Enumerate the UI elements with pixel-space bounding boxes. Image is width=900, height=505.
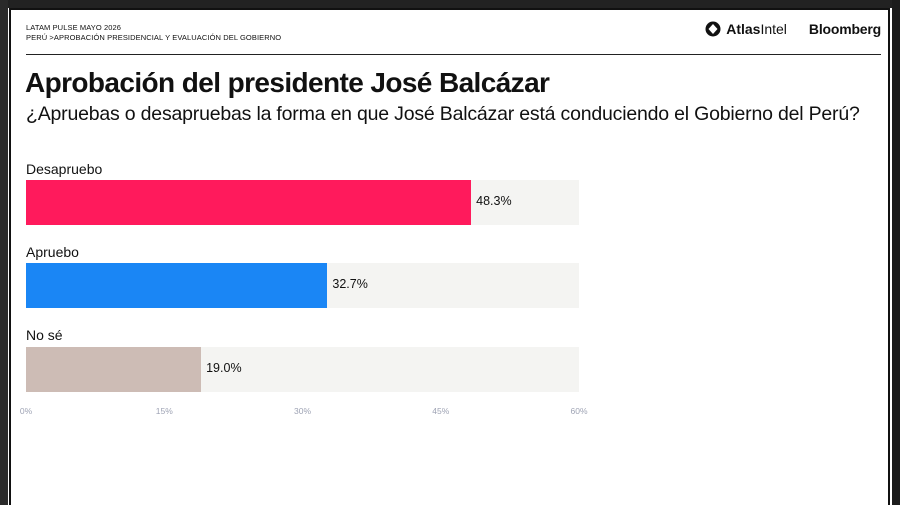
chart-title: Aprobación del presidente José Balcázar [25,67,550,98]
atlasintel-logo: Atlas Intel [705,21,787,37]
brand-logos: Atlas Intel Bloomberg [705,21,881,37]
bar [26,347,202,392]
right-edge-shadow [892,0,900,505]
atlas-wordmark: Atlas [726,21,761,37]
category-label: Desapruebo [26,161,103,177]
header-meta: LATAM PULSE MAYO 2026 PERÚ >APROBACIÓN P… [26,23,281,43]
x-tick-label: 30% [293,406,312,416]
left-edge-shadow [0,0,8,505]
bar-value-label: 48.3% [476,194,512,208]
survey-name: LATAM PULSE MAYO 2026 [26,23,122,32]
x-tick-label: 45% [432,406,450,416]
bar-track: 48.3% [26,180,579,225]
bar-track: 32.7% [26,263,579,308]
atlasintel-mark-icon [705,21,721,37]
chart-frame [9,8,890,505]
x-tick-label: 0% [19,406,33,416]
bar [26,263,328,308]
bar-track: 19.0% [26,347,579,392]
breadcrumb: PERÚ >APROBACIÓN PRESIDENCIAL Y EVALUACI… [26,33,282,42]
bar [26,180,472,225]
chart-subtitle: ¿Apruebas o desapruebas la forma en que … [26,103,860,125]
bar-value-label: 32.7% [332,277,368,291]
top-edge-shadow [0,0,900,8]
intel-wordmark: Intel [760,21,787,37]
category-label: No sé [26,327,63,343]
category-label: Apruebo [26,244,79,260]
x-tick-label: 15% [155,406,173,416]
x-tick-label: 60% [570,406,588,416]
bar-value-label: 19.0% [206,361,242,375]
bloomberg-logo: Bloomberg [808,21,881,37]
header-divider [26,54,881,55]
